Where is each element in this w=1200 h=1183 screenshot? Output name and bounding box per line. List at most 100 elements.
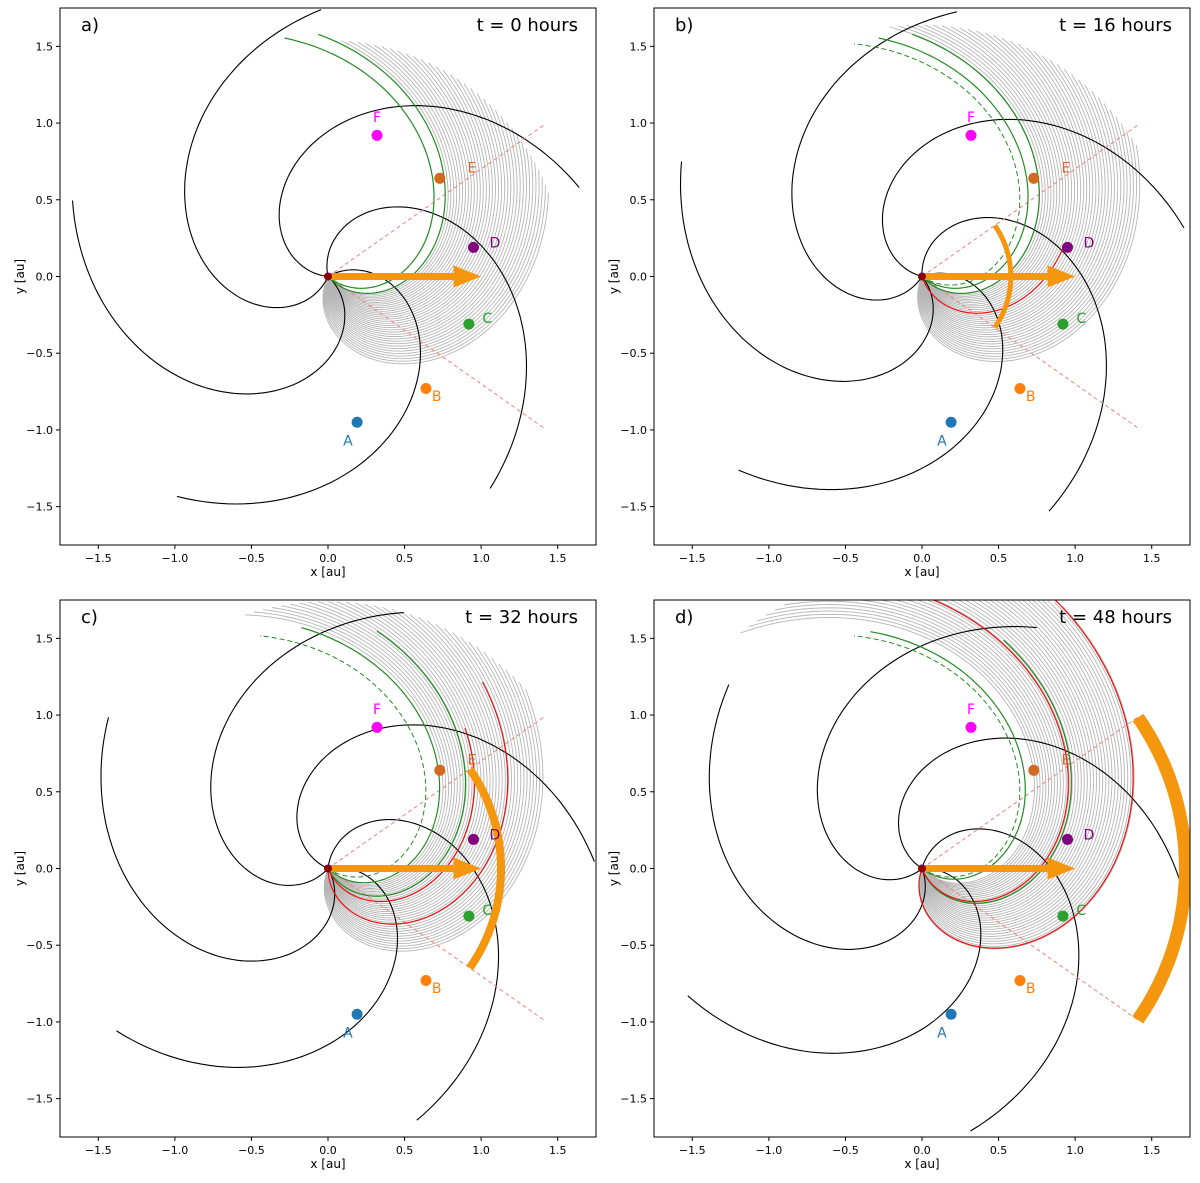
sun-marker (324, 272, 332, 281)
observer-f-label: F (373, 702, 381, 718)
red-field-line (327, 727, 475, 903)
observer-b-point (420, 975, 432, 987)
y-tick-label: −0.5 (620, 939, 647, 952)
field-line (327, 104, 509, 333)
field-line (323, 177, 543, 360)
y-tick-label: −1.5 (620, 501, 647, 514)
sun-marker (918, 272, 926, 281)
observer-f-point (371, 721, 383, 733)
x-tick-label: 1.5 (1143, 1144, 1161, 1157)
field-line (327, 109, 512, 335)
field-line (757, 610, 1041, 887)
observer-b-point (1014, 383, 1026, 395)
green-dashed-field-line (853, 635, 1021, 878)
field-line (327, 40, 452, 297)
observer-e-point (434, 764, 446, 776)
panel-1: A B C D E F −1.5 −1.0 −0.5 0.0 0.5 1.0 1.5 −1.5 −1.0 −0… (13, 7, 597, 579)
x-tick-label: 1.5 (1143, 552, 1161, 565)
field-line (326, 651, 525, 937)
y-tick-label: 0.0 (36, 271, 54, 284)
field-line (916, 600, 1064, 899)
observer-f-label: F (967, 110, 975, 126)
observer-e-label: E (468, 753, 477, 769)
field-line (325, 162, 537, 355)
y-tick-label: 1.0 (630, 117, 648, 130)
y-tick-label: −1.0 (620, 1016, 647, 1029)
spiral-arm (278, 105, 580, 278)
field-line (327, 50, 469, 307)
y-tick-label: 0.0 (36, 863, 54, 876)
field-line (327, 88, 499, 326)
cone-ray-line (327, 868, 545, 1021)
spiral-arm (327, 819, 500, 1121)
spiral-arm (897, 737, 1187, 904)
field-line (921, 74, 1106, 335)
field-line (921, 64, 1100, 331)
field-line (290, 603, 458, 892)
x-tick-label: −1.5 (679, 552, 706, 565)
field-line (921, 600, 1088, 915)
cone-ray-line (921, 276, 1139, 429)
y-tick-label: 1.0 (36, 117, 54, 130)
spiral-arm (708, 684, 926, 950)
field-line (327, 44, 461, 302)
field-line (921, 600, 1110, 930)
observer-b-label: B (432, 389, 442, 405)
y-tick-label: −1.0 (26, 424, 53, 437)
field-line (906, 24, 1046, 297)
spiral-arm (116, 866, 399, 1068)
cme-arrow-head (453, 857, 482, 880)
observer-b-point (420, 383, 432, 395)
green-field-line (878, 37, 1029, 289)
y-axis-label: y [au] (13, 851, 27, 886)
field-line (921, 600, 1104, 926)
observer-f-point (965, 721, 977, 733)
observer-c-label: C (1076, 903, 1086, 919)
field-line-fan (322, 40, 549, 365)
field-line (919, 116, 1128, 352)
y-tick-label: 1.5 (630, 40, 648, 53)
observer-e-label: E (468, 161, 477, 177)
field-line (262, 609, 450, 888)
field-line (921, 600, 1067, 901)
observer-e-label: E (1062, 753, 1071, 769)
field-line (327, 66, 484, 316)
x-tick-label: 1.0 (1066, 1144, 1084, 1157)
sun-marker (324, 864, 332, 873)
field-line (921, 59, 1097, 329)
field-line (921, 51, 1091, 324)
observer-c-label: C (482, 311, 492, 327)
field-line (921, 600, 1107, 928)
field-line (327, 74, 490, 320)
x-tick-label: 1.0 (472, 1144, 490, 1157)
field-line (327, 62, 481, 314)
x-tick-label: −0.5 (832, 552, 859, 565)
observer-d-point (467, 241, 479, 253)
field-line (327, 603, 482, 907)
field-line (793, 600, 1053, 893)
y-tick-label: 1.5 (36, 632, 54, 645)
y-tick-label: 0.5 (36, 194, 54, 207)
x-tick-label: −0.5 (832, 1144, 859, 1157)
y-tick-label: −1.0 (620, 424, 647, 437)
time-label: t = 48 hours (1059, 607, 1172, 628)
observer-d-label: D (490, 828, 501, 844)
sun-marker (918, 864, 926, 873)
field-line (281, 605, 455, 891)
green-field-line (870, 631, 1026, 880)
field-line (921, 32, 1073, 312)
x-tick-label: 0.5 (396, 552, 414, 565)
field-line (327, 115, 515, 338)
x-tick-label: −1.0 (755, 1144, 782, 1157)
field-line (327, 636, 516, 930)
x-tick-label: 0.5 (396, 1144, 414, 1157)
spiral-arm (326, 206, 528, 489)
cone-ray-line (921, 868, 1139, 1021)
observer-b-label: B (432, 981, 442, 997)
x-axis-label: x [au] (904, 565, 939, 579)
field-line (327, 83, 496, 324)
observer-c-label: C (482, 903, 492, 919)
field-line (327, 601, 473, 901)
spiral-arm (816, 626, 1037, 881)
